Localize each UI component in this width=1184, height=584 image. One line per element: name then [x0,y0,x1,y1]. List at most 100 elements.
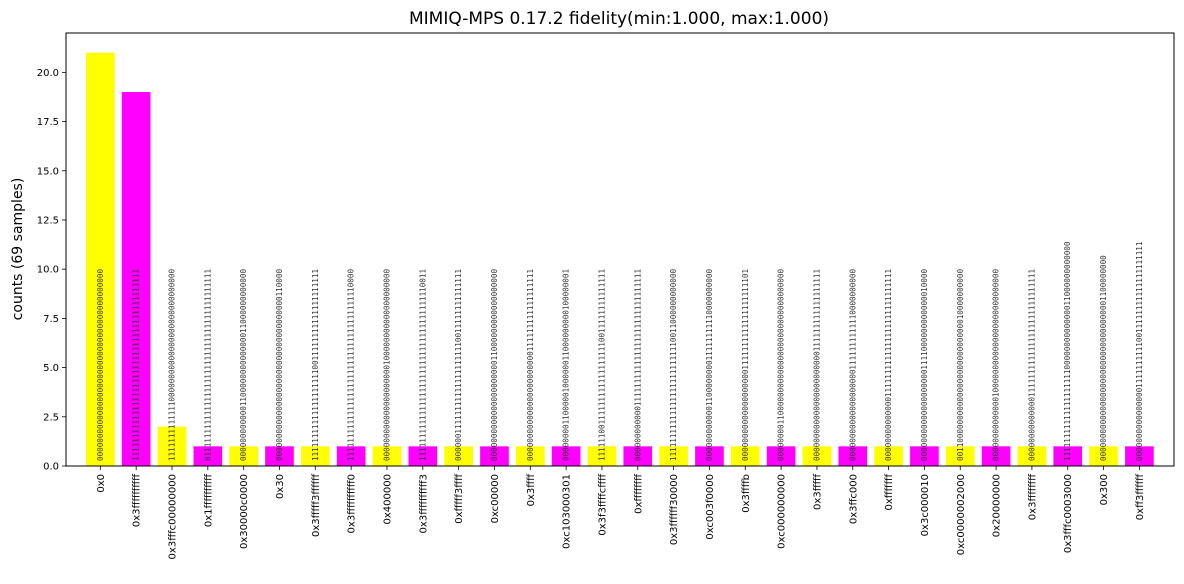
y-tick-label-6: 15.0 [37,166,59,177]
x-tick-label-1: 0x3ffffffffff [132,473,143,527]
x-tick-label-24: 0xc0000002000 [956,474,967,555]
bar-11 [480,446,509,466]
x-tick-label-4: 0x30000c0000 [239,474,250,549]
x-tick-label-15: 0xffffffff [633,473,644,514]
bit-label-16: 1111111111111111111111111100110000000000… [669,269,678,461]
y-tick-label-4: 10.0 [37,265,59,276]
chart-title: MIMIQ-MPS 0.17.2 fidelity(min:1.000, max… [409,9,829,29]
bar-17 [695,446,724,466]
bar-23 [910,446,939,466]
bit-label-14: 1111110011111111111111111100111111111111… [597,269,606,461]
bit-label-28: 0000000000000000000000000000000000011000… [1099,255,1108,461]
bar-6 [300,446,330,466]
bar-21 [838,446,868,466]
bit-label-25: 0000000000000010000000000000000000000000… [992,269,1001,461]
bar-27 [1053,446,1083,466]
bar-7 [336,446,366,466]
x-tick-label-26: 0x3ffffffff [1027,473,1038,520]
bit-label-22: 0000000000000011111111111111111111111111… [884,269,893,461]
y-tick-label-5: 12.5 [37,215,59,226]
bar-5 [265,446,294,466]
bit-label-27: 1111111111111111111100000000000000110000… [1063,241,1072,461]
x-tick-label-21: 0x3ffc000 [848,474,859,524]
x-tick-label-18: 0x3ffffb [741,474,752,513]
bit-label-10: 0000001111111111111111111100111111111111… [454,269,463,461]
x-tick-label-27: 0x3fffc0003000 [1063,474,1074,553]
bar-3 [193,446,223,466]
bit-label-12: 0000000000000000000000001111111111111111… [526,269,535,461]
x-tick-label-2: 0x3fffc00000000 [167,474,178,559]
bit-label-13: 0000000011000001000000110000000001000000… [562,269,571,461]
bar-12 [515,446,545,466]
bar-22 [874,446,903,466]
y-tick-label-2: 5.0 [43,363,59,374]
bar-28 [1089,446,1118,466]
bar-29 [1125,446,1154,466]
bit-label-3: 0111111111111111111111111111111111111111… [203,269,212,461]
bit-label-8: 0000000000000000000001000000000000000000… [382,269,391,461]
bar-14 [587,446,617,466]
bit-label-24: 0011000000000000000000000000000100000000… [956,269,965,461]
x-tick-label-14: 0x3f3ffffcffff [597,473,608,536]
bit-label-20: 0000000000000000000000001111111111111111… [812,269,821,461]
bar-9 [408,446,438,466]
x-tick-label-10: 0xfffff3ffff [454,473,465,524]
bar-0 [86,52,115,467]
bar-20 [802,446,832,466]
bar-25 [981,446,1011,466]
x-tick-label-8: 0x400000 [382,474,393,524]
bit-label-2: 1111111111111000000000000000000000000000… [167,269,176,461]
bar-13 [551,446,581,466]
x-tick-label-7: 0x3ffffffffff0 [347,474,358,533]
x-tick-label-19: 0xc000000000 [777,474,788,549]
y-tick-label-1: 2.5 [43,412,59,423]
x-tick-label-11: 0xc00000 [490,474,501,523]
plot-frame [65,32,1175,467]
x-tick-label-5: 0x30 [275,474,286,499]
x-tick-label-16: 0x3ffffff30000 [669,474,680,545]
bar-15 [623,446,653,466]
bit-label-7: 1111111111111111111111111111111111111100… [347,269,356,461]
y-axis-ticks: 0.0 2.5 5.0 7.5 10.0 12.5 15.0 17.5 20.0 [37,68,66,473]
bar-2 [157,426,187,466]
bar-4 [229,446,258,466]
bar-26 [1017,446,1047,466]
bar-18 [730,446,760,466]
x-tick-label-20: 0x3fffff [812,474,823,510]
bars-group [86,52,1154,467]
x-tick-label-29: 0xff3ffffff [1135,473,1146,520]
bit-label-15: 0000000000001111111111111111111111111111… [633,269,642,461]
bit-label-18: 0000000000000000000011111111111111111111… [741,269,750,461]
x-tick-label-23: 0x3c000010 [920,474,931,536]
bit-label-5: 0000000000000000000000000000000000001100… [275,269,284,461]
y-tick-label-0: 0.0 [43,462,59,473]
bit-label-9: 1111111111111111111111111111111111111100… [418,269,427,461]
bit-label-11: 0000000000000000000000110000000000000000… [490,269,499,461]
bit-labels-group: 0000000000000000000000000000000000000000… [96,241,1144,461]
x-tick-label-6: 0x3fffff3ffffff [311,473,322,537]
x-tick-label-12: 0x3ffff [526,473,537,507]
bit-label-23: 0000000000000000000011110000000000000100… [920,269,929,461]
bar-1 [121,92,151,467]
bit-label-29: 0000000000000000111111111100111111111111… [1135,241,1144,461]
y-tick-label-7: 17.5 [37,117,59,128]
bar-19 [766,446,796,466]
bit-label-19: 0000000011000000000000000000000000000000… [777,269,786,461]
bar-10 [444,446,473,466]
x-tick-label-22: 0xfffffff [884,474,895,511]
y-tick-label-3: 7.5 [43,314,59,325]
y-tick-label-8: 20.0 [37,68,59,79]
x-tick-label-13: 0xc103000301 [562,474,573,549]
bit-label-21: 0000000000000000000011111111111100000000… [848,269,857,461]
x-tick-label-3: 0x1ffffffffff [203,473,214,527]
x-axis-ticks: 0x0 0x3ffffffffff 0x3fffc00000000 0x1ffffff… [96,466,1146,559]
x-tick-label-17: 0xc003f0000 [705,474,716,540]
bit-label-1: 1111111111111111111111111111111111111111… [132,269,141,461]
x-tick-label-0: 0x0 [96,474,107,493]
x-tick-label-28: 0x300 [1099,474,1110,505]
bar-16 [659,446,688,466]
y-axis-label: counts (69 samples) [10,178,26,321]
bit-label-0: 0000000000000000000000000000000000000000… [96,269,105,461]
bar-24 [945,446,975,466]
